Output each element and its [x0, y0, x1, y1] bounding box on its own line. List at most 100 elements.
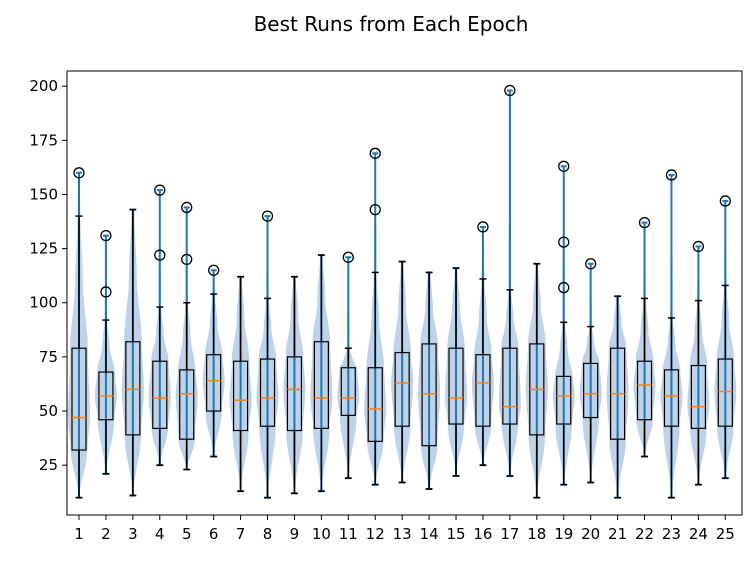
iqr-box — [313, 341, 329, 429]
y-tick-label: 100 — [29, 294, 58, 312]
epoch-24 — [687, 240, 710, 486]
epoch-22 — [633, 216, 656, 458]
epoch-16 — [471, 221, 494, 467]
outlier-point — [369, 203, 381, 216]
iqr-box — [152, 360, 168, 429]
y-tick-label: 50 — [39, 402, 58, 420]
outlier-point — [369, 147, 381, 159]
x-tick-label: 1 — [74, 525, 84, 543]
epoch-20 — [579, 258, 602, 484]
epoch-14 — [418, 271, 441, 491]
y-tick-label: 200 — [29, 77, 58, 95]
outlier-point — [181, 201, 193, 214]
outlier-point — [207, 264, 220, 276]
iqr-box — [340, 367, 356, 416]
outlier-point — [261, 210, 274, 222]
x-tick-label: 9 — [290, 525, 300, 543]
outlier-point — [692, 240, 705, 253]
iqr-box — [583, 362, 599, 419]
outlier-point — [665, 169, 678, 181]
iqr-box — [125, 341, 141, 436]
plot-frame — [66, 70, 743, 516]
epoch-6 — [202, 264, 225, 458]
epoch-8 — [256, 210, 279, 499]
outlier-point — [585, 258, 597, 270]
iqr-box — [556, 375, 572, 425]
x-tick-label: 16 — [473, 525, 492, 543]
outlier-point — [558, 281, 570, 294]
outlier-point — [477, 221, 489, 233]
x-tick-label: 13 — [393, 525, 412, 543]
epoch-10 — [310, 254, 333, 493]
outlier-point — [100, 286, 112, 298]
iqr-box — [448, 347, 464, 425]
x-tick-label: 17 — [500, 525, 519, 543]
epoch-7 — [229, 275, 252, 493]
outlier-point — [100, 229, 112, 242]
x-tick-label: 11 — [339, 525, 358, 543]
iqr-box — [717, 358, 733, 427]
x-tick-label: 21 — [608, 525, 627, 543]
iqr-box — [367, 367, 383, 442]
x-tick-label: 22 — [635, 525, 654, 543]
outlier-point — [558, 160, 570, 172]
x-tick-label: 14 — [420, 525, 439, 543]
x-tick-label: 10 — [312, 525, 331, 543]
x-tick-label: 2 — [101, 525, 111, 543]
iqr-box — [394, 351, 410, 427]
iqr-box — [71, 347, 87, 451]
outlier-point — [154, 184, 166, 196]
outlier-point — [719, 195, 731, 207]
epoch-5 — [175, 201, 198, 471]
epoch-15 — [445, 267, 468, 478]
epoch-1 — [68, 167, 90, 499]
x-tick-label: 8 — [263, 525, 273, 543]
iqr-box — [206, 354, 222, 412]
outlier-point — [181, 253, 193, 266]
y-tick-label: 25 — [39, 456, 58, 474]
x-tick-label: 23 — [662, 525, 681, 543]
x-tick-label: 25 — [716, 525, 735, 543]
x-tick-label: 24 — [689, 525, 708, 543]
iqr-box — [286, 356, 303, 432]
epoch-2 — [94, 229, 117, 475]
x-tick-label: 20 — [581, 525, 600, 543]
iqr-box — [502, 347, 518, 425]
y-tick-label: 150 — [29, 185, 58, 203]
epoch-12 — [364, 147, 387, 486]
outlier-point — [73, 167, 85, 179]
iqr-box — [690, 364, 706, 429]
x-tick-label: 5 — [182, 525, 192, 543]
x-tick-label: 4 — [155, 525, 165, 543]
epoch-4 — [148, 184, 171, 467]
outlier-point — [558, 236, 570, 248]
y-tick-label: 125 — [29, 240, 58, 258]
outlier-point — [504, 84, 516, 97]
chart-title: Best Runs from Each Epoch — [254, 12, 529, 36]
epoch-21 — [606, 295, 629, 499]
x-tick-label: 3 — [128, 525, 138, 543]
epoch-13 — [391, 260, 414, 484]
iqr-box — [421, 343, 437, 447]
iqr-box — [259, 358, 276, 427]
outlier-point — [342, 251, 354, 263]
iqr-box — [636, 360, 653, 421]
epoch-25 — [714, 195, 737, 480]
iqr-box — [475, 354, 491, 427]
epoch-9 — [283, 275, 306, 495]
x-tick-label: 6 — [209, 525, 219, 543]
epoch-3 — [121, 208, 144, 497]
iqr-box — [663, 369, 680, 427]
plot-marks — [68, 84, 737, 499]
iqr-box — [232, 360, 249, 432]
epoch-11 — [337, 251, 360, 480]
epoch-18 — [525, 262, 548, 499]
x-tick-label: 12 — [366, 525, 385, 543]
outlier-point — [638, 216, 651, 229]
x-tick-label: 7 — [236, 525, 246, 543]
x-tick-label: 19 — [554, 525, 573, 543]
epoch-19 — [552, 160, 575, 486]
epoch-17 — [498, 84, 521, 478]
